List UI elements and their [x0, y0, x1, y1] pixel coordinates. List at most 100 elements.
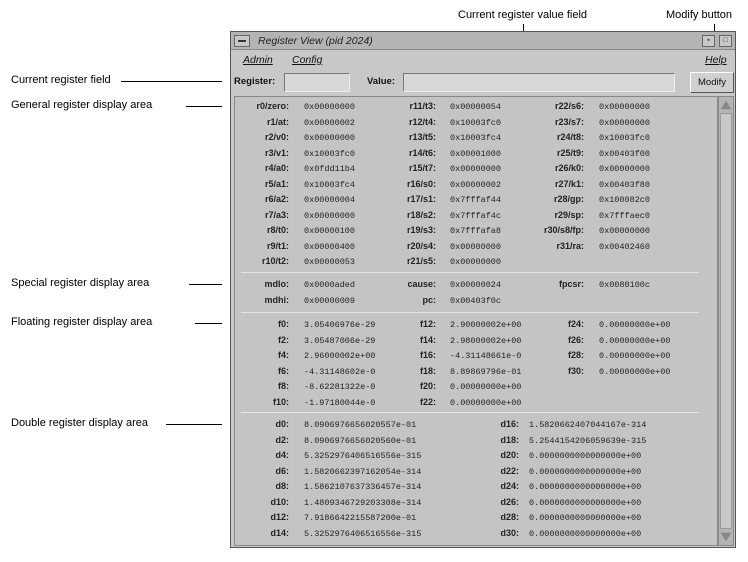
register-value[interactable]: 0x10003fc4 — [304, 179, 356, 190]
register-value[interactable]: -4.31148661e-0 — [450, 351, 522, 361]
register-name-label: d24: — [500, 481, 519, 491]
register-name-label: r8/t0: — [266, 225, 289, 235]
register-value[interactable]: 2.98000002e+00 — [450, 335, 522, 346]
register-value[interactable]: 0x00000000 — [599, 164, 651, 174]
register-value[interactable]: 0.00000000e+00 — [450, 397, 522, 408]
register-value[interactable]: 0x00000053 — [304, 257, 356, 267]
register-value[interactable]: 0.0000000000000000e+00 — [529, 528, 642, 539]
register-name-label: f20: — [419, 381, 436, 391]
register-value[interactable]: 0.0000000000000000e+00 — [529, 497, 642, 508]
register-name-label: r20/s4: — [406, 240, 436, 251]
register-value[interactable]: 0x00000004 — [304, 195, 356, 205]
maximize-button[interactable]: □ — [719, 35, 732, 47]
register-value[interactable]: 3.05406976e-29 — [304, 320, 376, 330]
register-value[interactable]: 0.0000000000000000e+00 — [529, 513, 642, 523]
scroll-up-arrow-icon[interactable] — [720, 100, 732, 110]
register-value[interactable]: 5.3252976406516556e-315 — [304, 528, 422, 539]
register-value[interactable]: 0x00000000 — [599, 102, 651, 112]
modify-button[interactable]: Modify — [690, 72, 734, 93]
register-value[interactable]: 0x10003fc4 — [450, 133, 502, 143]
register-value[interactable]: 2.90000002e+00 — [450, 320, 522, 330]
register-value[interactable]: 0x7fffafa8 — [450, 226, 502, 236]
register-value[interactable]: 0x100082c0 — [599, 195, 651, 205]
register-value[interactable]: 0.0000000000000000e+00 — [529, 466, 642, 477]
register-name-label: mdlo: — [264, 279, 290, 289]
register-value[interactable]: 0.00000000e+00 — [599, 320, 671, 330]
register-value[interactable]: 0.0000000000000000e+00 — [529, 482, 642, 492]
register-value[interactable]: 0x00000400 — [304, 241, 356, 252]
value-label: Value: — [367, 76, 395, 87]
register-value[interactable]: 0x00000000 — [450, 164, 502, 174]
register-value[interactable]: -4.31148602e-0 — [304, 366, 376, 377]
register-value[interactable]: 0x00000100 — [304, 226, 356, 236]
register-value[interactable]: 0x10003fc0 — [599, 133, 651, 143]
register-value[interactable]: 0x00000000 — [599, 117, 651, 128]
menu-admin[interactable]: Admin — [243, 54, 273, 66]
register-value[interactable]: 0x00000009 — [304, 295, 356, 306]
register-value[interactable]: 0x0000aded — [304, 280, 356, 290]
register-value[interactable]: 1.4809346729203308e-314 — [304, 497, 422, 508]
callout-floating-register-area: Floating register display area — [11, 316, 153, 328]
register-value[interactable]: 0x00000000 — [450, 241, 502, 252]
register-value[interactable]: 3.05487006e-29 — [304, 335, 376, 346]
register-value[interactable]: 0x00000000 — [304, 133, 356, 143]
register-value[interactable]: 0x00403f80 — [599, 179, 651, 190]
register-value[interactable]: 0x7fffaec0 — [599, 210, 651, 221]
register-value[interactable]: 0x00403f0c — [450, 295, 502, 306]
register-value[interactable]: 0x10003fc0 — [304, 148, 356, 159]
register-value[interactable]: 0x7fffaf44 — [450, 195, 502, 205]
register-value[interactable]: 0x00402460 — [599, 241, 651, 252]
register-name-label: d8: — [275, 481, 290, 491]
register-value[interactable]: 5.2544154206059639e-315 — [529, 435, 647, 446]
register-name-label: r11/t3: — [409, 101, 436, 111]
scroll-down-arrow-icon[interactable] — [720, 532, 732, 542]
register-value[interactable]: 5.3252976406516556e-315 — [304, 451, 422, 461]
menu-help[interactable]: Help — [705, 54, 727, 66]
register-value[interactable]: 1.5820662397162054e-314 — [304, 466, 422, 477]
register-name-label: f24: — [567, 319, 584, 329]
register-value[interactable]: 0x00000000 — [304, 102, 356, 112]
register-value[interactable]: 0x00000054 — [450, 102, 502, 112]
register-value[interactable]: 8.0906976656020557e-01 — [304, 420, 417, 430]
scrollbar-thumb[interactable] — [720, 113, 732, 529]
register-value[interactable]: 1.5862107637336457e-314 — [304, 482, 422, 492]
window-menu-button[interactable] — [234, 35, 250, 47]
register-input[interactable] — [284, 73, 350, 92]
register-name-label: f6: — [278, 365, 289, 376]
register-value[interactable]: 0x7fffaf4c — [450, 210, 502, 221]
register-value[interactable]: 0x00000002 — [450, 179, 502, 190]
register-value[interactable]: 0.0000000000000000e+00 — [529, 451, 642, 461]
register-name-label: f2: — [278, 334, 289, 345]
register-value[interactable]: 0.00000000e+00 — [450, 382, 522, 392]
menu-config[interactable]: Config — [292, 54, 323, 66]
register-label: Register: — [234, 76, 276, 87]
register-value[interactable]: 0.00000000e+00 — [599, 366, 671, 377]
register-value[interactable]: 0x00000000 — [599, 226, 651, 236]
register-value[interactable]: 7.9186642215587200e-01 — [304, 513, 417, 523]
vertical-scrollbar[interactable] — [718, 96, 734, 546]
register-value[interactable]: 0.00000000e+00 — [599, 351, 671, 361]
register-value[interactable]: 0.00000000e+00 — [599, 335, 671, 346]
leader-line — [186, 106, 222, 107]
register-name-label: r7/a3: — [264, 209, 289, 220]
minimize-button[interactable]: ▪ — [702, 35, 715, 47]
register-value[interactable]: 0x00001000 — [450, 148, 502, 159]
register-value[interactable]: 0x00000024 — [450, 280, 502, 290]
register-value[interactable]: 0x00000000 — [450, 257, 502, 267]
register-value[interactable]: 0x00000000 — [304, 210, 356, 221]
register-value[interactable]: 0x0fdd11b4 — [304, 164, 356, 174]
register-value[interactable]: 8.0906976656020560e-01 — [304, 435, 417, 446]
register-value[interactable]: 0x00000002 — [304, 117, 356, 128]
register-value[interactable]: 0x00403f00 — [599, 148, 651, 159]
register-name-label: f18: — [419, 365, 436, 376]
register-value[interactable]: -1.97180044e-0 — [304, 397, 376, 408]
register-name-label: f22: — [419, 396, 436, 407]
register-value[interactable]: 0x10003fc0 — [450, 117, 502, 128]
value-input[interactable] — [403, 73, 675, 92]
register-name-label: r5/a1: — [264, 178, 289, 189]
register-value[interactable]: 2.96000002e+00 — [304, 351, 376, 361]
register-value[interactable]: 0x0080100c — [599, 280, 651, 290]
register-value[interactable]: -8.62281322e-0 — [304, 382, 376, 392]
register-value[interactable]: 8.89869796e-01 — [450, 366, 522, 377]
register-value[interactable]: 1.5820662407044167e-314 — [529, 420, 647, 430]
